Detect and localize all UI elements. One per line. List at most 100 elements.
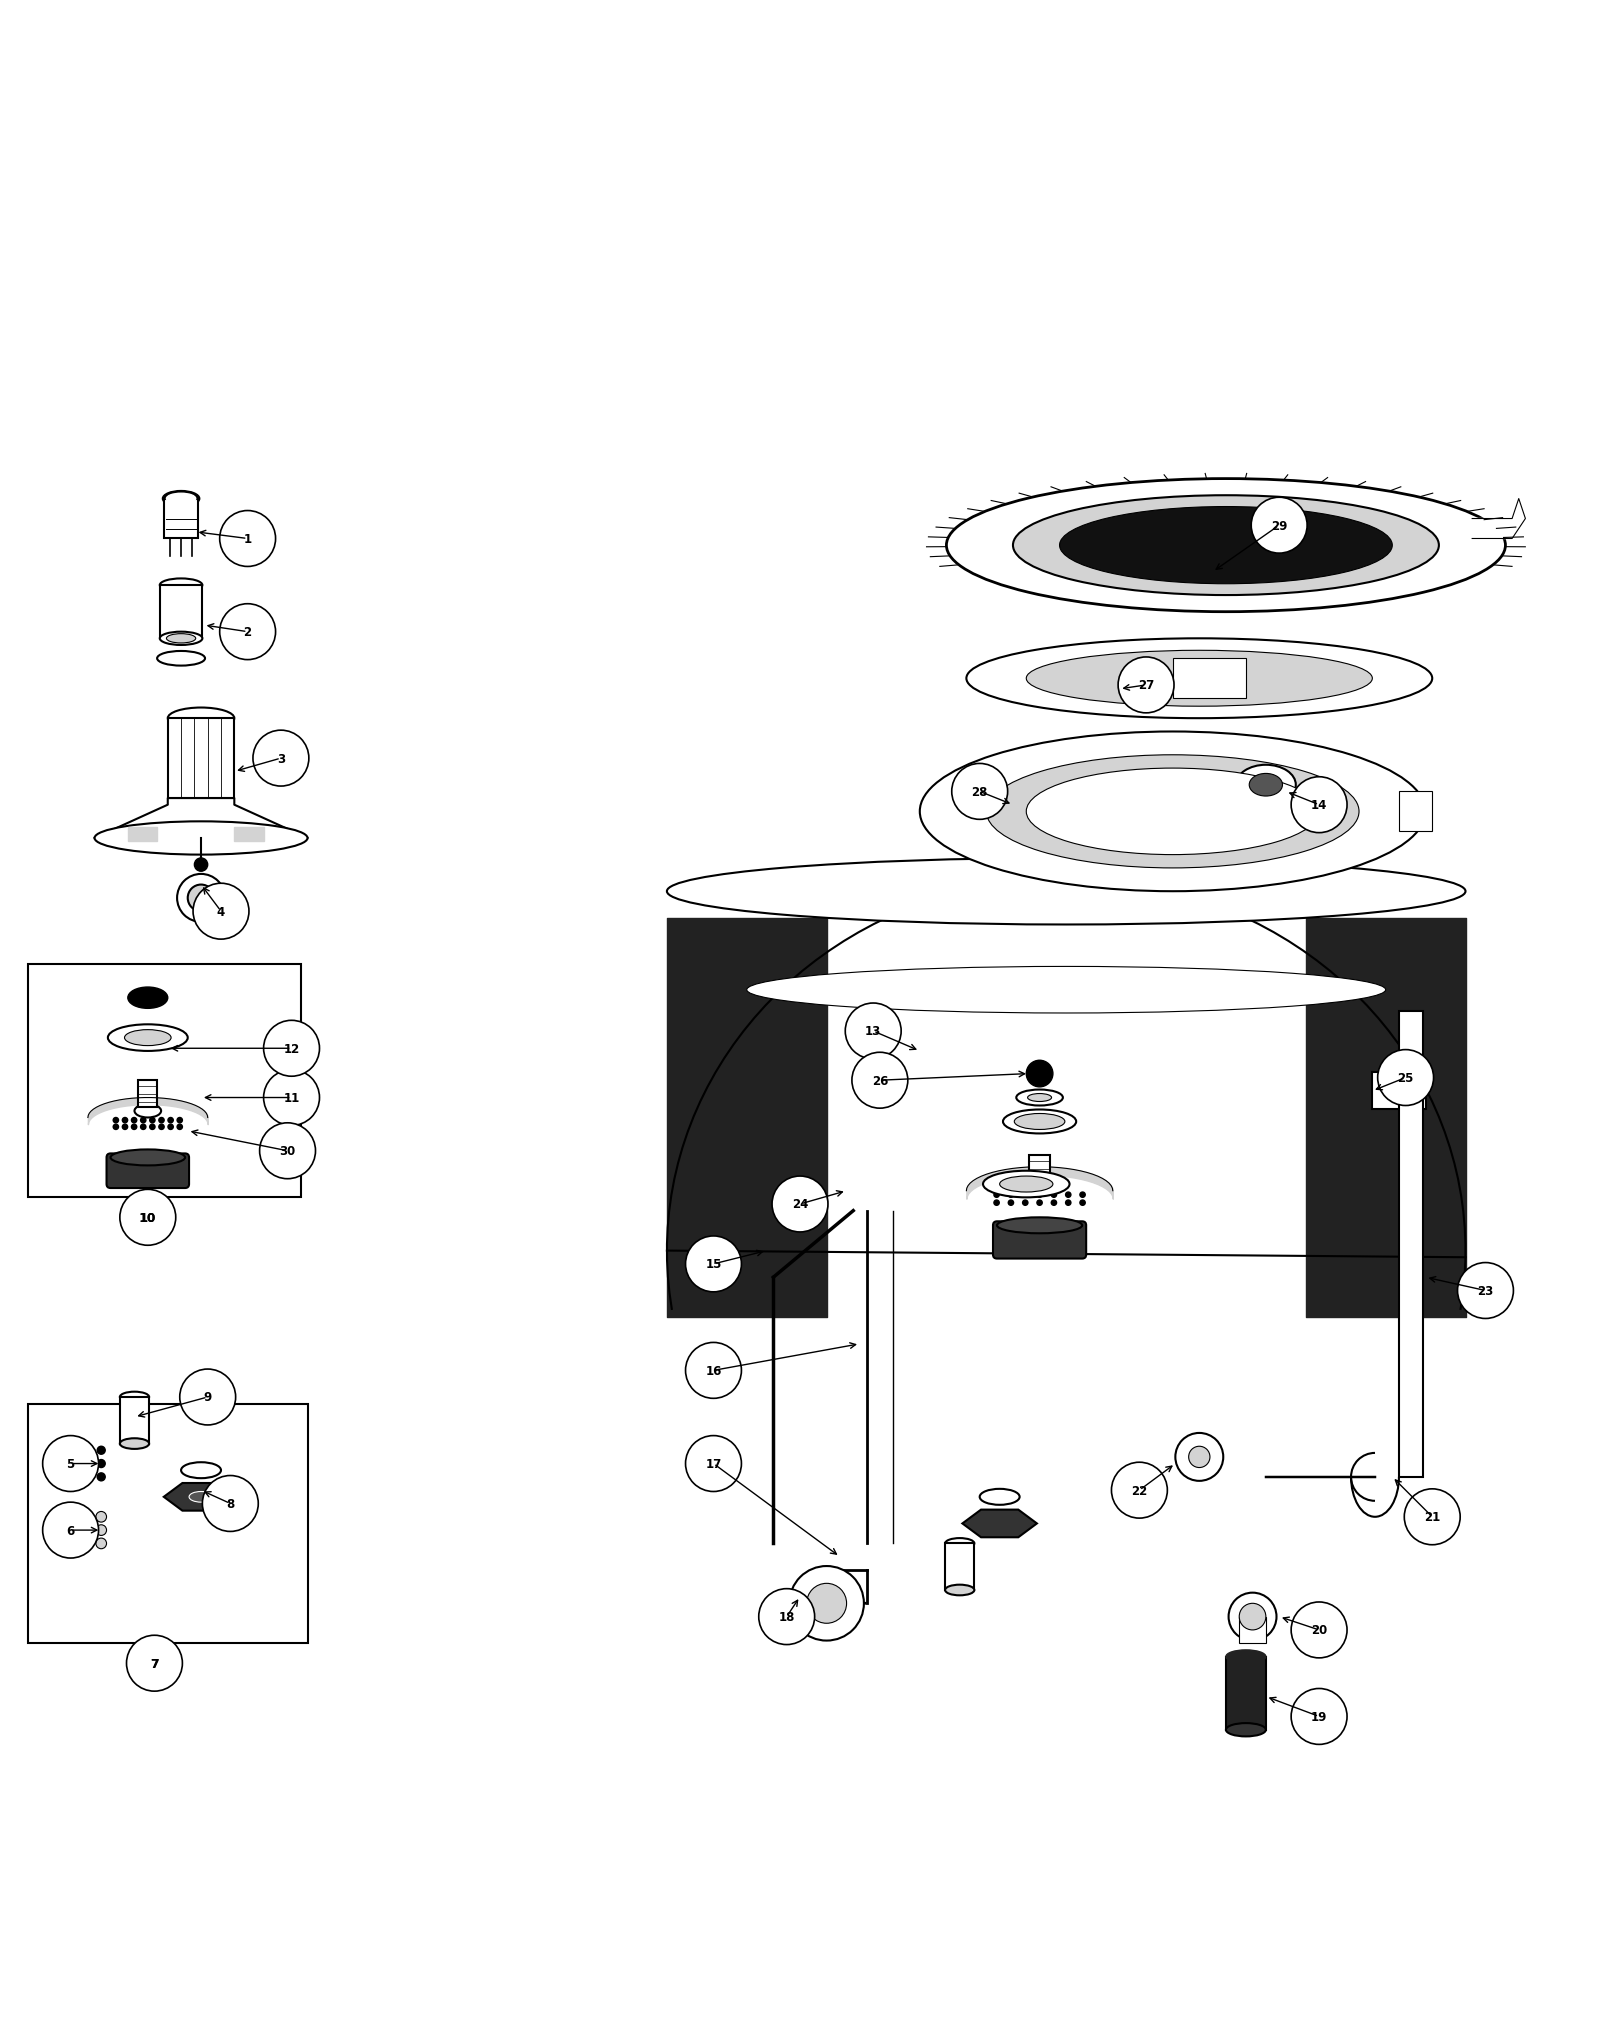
Text: 16: 16	[706, 1364, 722, 1378]
Ellipse shape	[920, 732, 1426, 892]
Circle shape	[131, 1119, 136, 1123]
Ellipse shape	[947, 479, 1506, 613]
Text: 11: 11	[283, 1092, 299, 1105]
Circle shape	[122, 1119, 128, 1123]
Circle shape	[1291, 1602, 1347, 1659]
Circle shape	[1022, 1192, 1027, 1198]
Circle shape	[1080, 1192, 1085, 1198]
Circle shape	[43, 1503, 99, 1558]
Text: 10: 10	[139, 1212, 157, 1224]
Circle shape	[131, 1125, 136, 1131]
Bar	[946, 1544, 974, 1590]
Ellipse shape	[94, 821, 307, 856]
Text: 22: 22	[1131, 1485, 1147, 1497]
Circle shape	[219, 605, 275, 659]
Circle shape	[168, 1119, 173, 1123]
Bar	[1226, 1657, 1266, 1730]
Circle shape	[96, 1511, 107, 1523]
Ellipse shape	[163, 492, 200, 508]
Text: 15: 15	[706, 1258, 722, 1270]
Circle shape	[194, 884, 250, 939]
Polygon shape	[1472, 500, 1525, 540]
Ellipse shape	[1235, 765, 1296, 805]
Circle shape	[194, 858, 208, 872]
Ellipse shape	[986, 1173, 1066, 1196]
Circle shape	[1291, 1689, 1347, 1744]
Polygon shape	[163, 1483, 238, 1511]
Text: 18: 18	[779, 1610, 795, 1622]
Ellipse shape	[1003, 1111, 1077, 1135]
Text: 30: 30	[280, 1145, 296, 1157]
Circle shape	[1022, 1200, 1027, 1206]
Bar	[168, 718, 234, 799]
Ellipse shape	[181, 1463, 221, 1479]
Ellipse shape	[189, 1491, 213, 1503]
Circle shape	[1378, 1050, 1434, 1107]
Text: 25: 25	[1397, 1072, 1414, 1084]
Ellipse shape	[997, 1218, 1082, 1234]
Ellipse shape	[120, 1438, 149, 1448]
Text: 20: 20	[1310, 1624, 1328, 1637]
Circle shape	[179, 1370, 235, 1426]
Text: 8: 8	[226, 1497, 235, 1511]
Circle shape	[1240, 1604, 1266, 1631]
Bar	[163, 500, 198, 540]
Circle shape	[1026, 1060, 1053, 1086]
Text: 9: 9	[203, 1390, 211, 1404]
Text: 14: 14	[1310, 799, 1328, 811]
FancyBboxPatch shape	[994, 1222, 1086, 1258]
Polygon shape	[962, 1509, 1037, 1537]
Circle shape	[1176, 1432, 1224, 1481]
Ellipse shape	[110, 1149, 186, 1165]
Circle shape	[789, 1566, 864, 1641]
Text: 17: 17	[706, 1457, 722, 1471]
Text: 28: 28	[971, 785, 987, 799]
Bar	[128, 827, 157, 842]
Ellipse shape	[1026, 1179, 1054, 1190]
Text: 10: 10	[139, 1212, 155, 1224]
Circle shape	[98, 1461, 106, 1469]
Ellipse shape	[986, 755, 1358, 868]
Circle shape	[219, 512, 275, 566]
Circle shape	[202, 1477, 258, 1531]
Circle shape	[806, 1584, 846, 1624]
Circle shape	[122, 1125, 128, 1131]
Ellipse shape	[667, 858, 1466, 925]
Circle shape	[43, 1436, 99, 1491]
Ellipse shape	[1013, 496, 1438, 595]
Circle shape	[150, 1125, 155, 1131]
Text: 7: 7	[150, 1657, 158, 1669]
Text: 12: 12	[283, 1042, 299, 1056]
Ellipse shape	[946, 1584, 974, 1596]
Circle shape	[168, 1125, 173, 1131]
Bar	[120, 1398, 149, 1444]
Text: 21: 21	[1424, 1511, 1440, 1523]
Text: 23: 23	[1477, 1285, 1493, 1297]
Text: 1: 1	[243, 532, 251, 546]
Ellipse shape	[946, 1537, 974, 1550]
Bar	[234, 827, 264, 842]
Ellipse shape	[1014, 1115, 1066, 1131]
Bar	[139, 1080, 157, 1107]
Bar	[1398, 1012, 1422, 1477]
Circle shape	[685, 1436, 741, 1491]
Bar	[1373, 1072, 1426, 1111]
Circle shape	[952, 765, 1008, 819]
Text: 13: 13	[866, 1026, 882, 1038]
Text: 5: 5	[67, 1457, 75, 1471]
FancyBboxPatch shape	[107, 1153, 189, 1188]
Text: 2: 2	[243, 625, 251, 639]
FancyBboxPatch shape	[29, 965, 301, 1198]
Circle shape	[1189, 1446, 1210, 1469]
Circle shape	[773, 1177, 827, 1232]
Ellipse shape	[160, 579, 202, 593]
Circle shape	[114, 1119, 118, 1123]
Circle shape	[1405, 1489, 1461, 1546]
Circle shape	[120, 1190, 176, 1246]
Circle shape	[158, 1119, 165, 1123]
Circle shape	[1037, 1192, 1042, 1198]
Circle shape	[685, 1343, 741, 1398]
Text: 7: 7	[150, 1657, 158, 1669]
Circle shape	[1251, 498, 1307, 554]
Bar	[1173, 659, 1246, 698]
